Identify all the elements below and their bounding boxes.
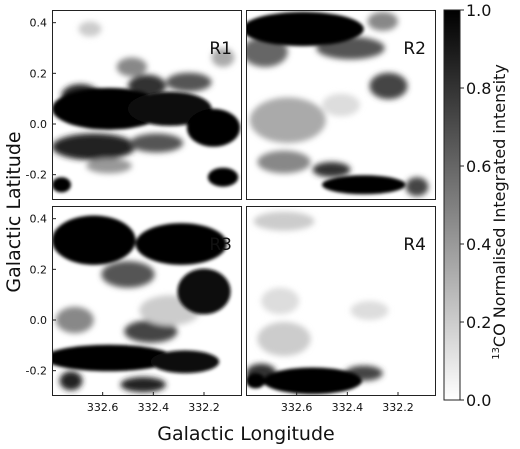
emission-map	[52, 215, 231, 393]
emission-blob	[207, 167, 239, 187]
emission-blob	[261, 287, 300, 315]
map-panel-r4: R4	[246, 206, 436, 396]
emission-blob	[257, 321, 311, 357]
map-panel-r1: R1	[52, 10, 242, 200]
emission-blob	[312, 162, 351, 178]
x-tick-labels: 332.6 332.4 332.2 332.6 332.4 332.2	[87, 392, 414, 414]
emission-blob	[350, 301, 389, 320]
colorbar-tick-label: 0.6	[466, 157, 491, 176]
emission-blob	[369, 72, 408, 100]
emission-map	[246, 211, 389, 395]
emission-blob	[124, 320, 178, 343]
y-tick-label: 0.2	[30, 263, 48, 276]
x-tick-label: 332.6	[87, 401, 119, 414]
emission-blob	[128, 91, 212, 126]
y-tick-label: 0.4	[30, 213, 48, 226]
panel-frame	[52, 10, 242, 200]
emission-map	[246, 11, 429, 197]
emission-blob	[367, 11, 398, 31]
colorbar-tick-label: 1.0	[466, 1, 491, 20]
emission-blob	[253, 211, 315, 231]
x-tick-label: 332.4	[332, 401, 364, 414]
y-tick-label: 0.0	[30, 118, 48, 131]
emission-blob	[55, 306, 94, 334]
colorbar-label: 13CO Normalised Integrated intensity	[490, 64, 509, 360]
emission-blob	[129, 133, 184, 153]
emission-blob	[177, 268, 231, 315]
colorbar: 1.0 0.8 0.6 0.4 0.2 0.0 13CO Normalised Integ…	[443, 1, 509, 410]
colorbar-tick-label: 0.8	[466, 79, 491, 98]
emission-blob	[405, 177, 429, 197]
x-tick-label: 332.2	[188, 401, 220, 414]
emission-blob	[78, 21, 102, 37]
y-tick-labels: 0.4 0.2 0.0 -0.2 0.4 0.2 0.0 -0.2	[26, 17, 56, 378]
emission-blob	[135, 223, 227, 265]
emission-blob	[52, 177, 71, 193]
colorbar-tick-label: 0.0	[466, 391, 491, 410]
colorbar-tick-label: 0.4	[466, 235, 491, 254]
emission-blob	[246, 11, 364, 47]
map-panel-r3: R3	[52, 206, 242, 396]
panel-label: R2	[403, 39, 426, 59]
emission-blob	[150, 350, 220, 374]
emission-blob	[263, 367, 362, 395]
emission-map	[52, 21, 241, 193]
emission-blob	[186, 108, 241, 147]
colorbar-tick-label: 0.2	[466, 313, 491, 332]
panel-label: R4	[403, 235, 426, 255]
y-tick-label: 0.4	[30, 17, 48, 30]
y-tick-label: -0.2	[26, 169, 47, 182]
colorbar-gradient	[443, 9, 461, 401]
x-tick-label: 332.4	[138, 401, 170, 414]
y-tick-label: -0.2	[26, 365, 47, 378]
x-axis-label: Galactic Longitude	[157, 423, 334, 445]
panel-frame	[246, 206, 436, 396]
colorbar-label-text: CO Normalised Integrated intensity	[490, 64, 509, 347]
emission-blob	[52, 215, 136, 265]
panel-frame	[52, 206, 242, 396]
emission-blob	[59, 371, 83, 391]
colorbar-label-superscript: 13	[491, 347, 502, 360]
emission-blob	[120, 377, 166, 393]
panel-frame	[246, 10, 436, 200]
y-tick-label: 0.2	[30, 67, 48, 80]
emission-blob	[116, 57, 147, 77]
emission-blob	[86, 158, 132, 174]
emission-blob	[322, 93, 360, 117]
x-tick-label: 332.2	[382, 401, 414, 414]
panel-label: R1	[209, 39, 232, 59]
y-tick-label: 0.0	[30, 314, 48, 327]
emission-blob	[52, 344, 174, 372]
emission-blob	[322, 175, 406, 195]
y-axis-label: Galactic Latitude	[3, 131, 25, 292]
emission-blob	[166, 72, 212, 92]
emission-blob	[249, 97, 326, 143]
emission-blob	[101, 261, 155, 288]
emission-blob	[52, 133, 136, 161]
emission-blob	[246, 373, 265, 389]
emission-blob	[211, 48, 235, 67]
colorbar-ticks: 1.0 0.8 0.6 0.4 0.2 0.0	[460, 1, 491, 410]
emission-blob	[257, 150, 311, 174]
map-panel-r2: R2	[246, 10, 436, 200]
panel-label: R3	[209, 235, 232, 255]
map-panels: R1 R2 R3 R4	[52, 10, 436, 396]
x-tick-label: 332.6	[281, 401, 313, 414]
